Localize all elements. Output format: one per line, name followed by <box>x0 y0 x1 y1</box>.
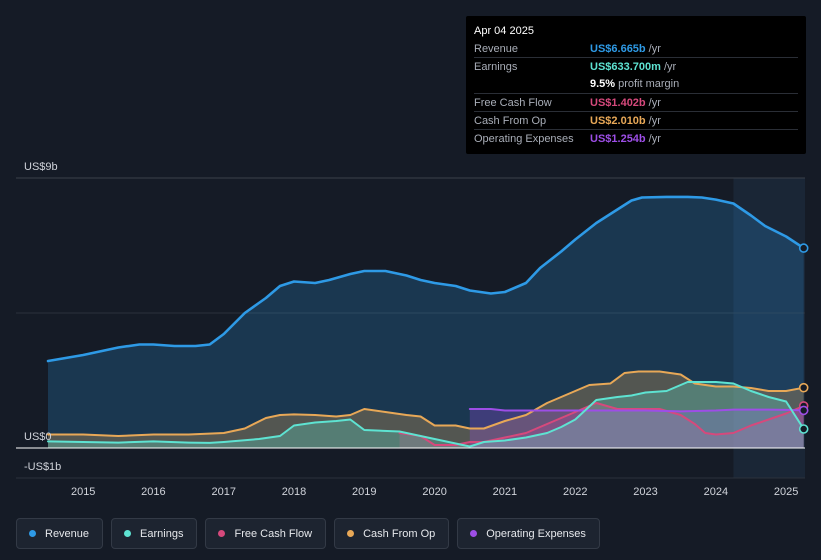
legend-item-revenue[interactable]: Revenue <box>16 518 104 549</box>
tooltip-value: US$1.402b <box>590 96 646 109</box>
area-cash-from-op <box>48 371 804 448</box>
legend-item-earnings[interactable]: Earnings <box>111 518 198 549</box>
tooltip-unit: /yr <box>648 42 661 55</box>
area-operating-expenses <box>469 409 804 448</box>
area-free-cash-flow <box>399 403 804 448</box>
y-axis-label: US$9b <box>24 161 58 173</box>
financials-chart[interactable]: US$9b US$0 -US$1b 2015 2016 2017 2018 2019 2020 2… <box>0 0 821 510</box>
tooltip-unit: /yr <box>648 96 661 109</box>
tooltip-label: Revenue <box>474 42 519 55</box>
legend-dot-icon <box>470 530 478 537</box>
x-tick-label: 2025 <box>774 486 798 498</box>
legend-dot-icon <box>218 530 226 537</box>
legend-label: Revenue <box>45 527 90 540</box>
x-tick-label: 2019 <box>352 486 376 498</box>
tooltip-unit: profit margin <box>618 78 680 91</box>
tooltip-value: US$1.254b <box>590 133 646 146</box>
legend-label: Free Cash Flow <box>234 527 313 540</box>
legend-label: Earnings <box>140 527 184 540</box>
tooltip-row-profit-margin: 9.5% profit margin <box>474 76 798 93</box>
y-axis-label: US$0 <box>24 431 52 443</box>
tooltip-unit: /yr <box>648 133 661 146</box>
tooltip-value: US$6.665b <box>590 42 646 55</box>
tooltip-row-free-cash-flow: Free Cash Flow US$1.402b /yr <box>474 92 798 111</box>
y-axis-label: -US$1b <box>24 461 61 473</box>
tooltip-value: US$633.700m <box>590 60 661 73</box>
line-free-cash-flow <box>398 402 805 446</box>
x-tick-label: 2024 <box>704 486 728 498</box>
tooltip-value: US$2.010b <box>590 114 646 127</box>
tooltip-row-operating-expenses: Operating Expenses US$1.254b /yr <box>474 129 798 147</box>
x-tick-label: 2016 <box>141 486 165 498</box>
end-marker-revenue <box>798 243 809 253</box>
tooltip-label: Cash From Op <box>474 114 547 127</box>
area-revenue <box>48 196 804 448</box>
tooltip-label: Free Cash Flow <box>474 96 552 109</box>
end-marker-operating-expenses <box>798 405 809 416</box>
legend-label: Cash From Op <box>363 527 436 540</box>
chart-legend: Revenue Earnings Free Cash Flow Cash Fro… <box>16 518 600 549</box>
x-tick-label: 2021 <box>493 486 517 498</box>
legend-dot-icon <box>124 530 132 537</box>
end-marker-cash-from-op <box>798 382 809 393</box>
legend-label: Operating Expenses <box>486 527 586 540</box>
legend-dot-icon <box>347 530 355 537</box>
hover-tooltip: Apr 04 2025 Revenue US$6.665b /yr Earnin… <box>466 16 806 154</box>
line-operating-expenses <box>468 408 805 413</box>
tooltip-label: Operating Expenses <box>474 133 574 146</box>
x-tick-label: 2023 <box>633 486 657 498</box>
tooltip-unit: /yr <box>648 114 661 127</box>
area-earnings <box>48 382 804 448</box>
x-tick-label: 2018 <box>282 486 306 498</box>
tooltip-row-cash-from-op: Cash From Op US$2.010b /yr <box>474 111 798 129</box>
tooltip-date: Apr 04 2025 <box>474 25 534 37</box>
legend-dot-icon <box>29 530 36 537</box>
legend-item-free-cash-flow[interactable]: Free Cash Flow <box>205 518 327 549</box>
line-revenue <box>46 195 805 363</box>
x-tick-label: 2020 <box>422 486 446 498</box>
x-tick-label: 2015 <box>71 486 95 498</box>
legend-item-operating-expenses[interactable]: Operating Expenses <box>457 518 600 549</box>
line-earnings <box>47 381 805 448</box>
x-tick-label: 2022 <box>563 486 587 498</box>
x-tick-label: 2017 <box>212 486 236 498</box>
end-marker-earnings <box>798 424 809 434</box>
tooltip-row-revenue: Revenue US$6.665b /yr <box>474 40 798 57</box>
tooltip-label: Earnings <box>474 60 518 73</box>
tooltip-unit: /yr <box>663 60 677 73</box>
tooltip-value: 9.5% <box>590 78 616 91</box>
tooltip-row-earnings: Earnings US$633.700m /yr <box>474 57 798 75</box>
legend-item-cash-from-op[interactable]: Cash From Op <box>334 518 450 549</box>
